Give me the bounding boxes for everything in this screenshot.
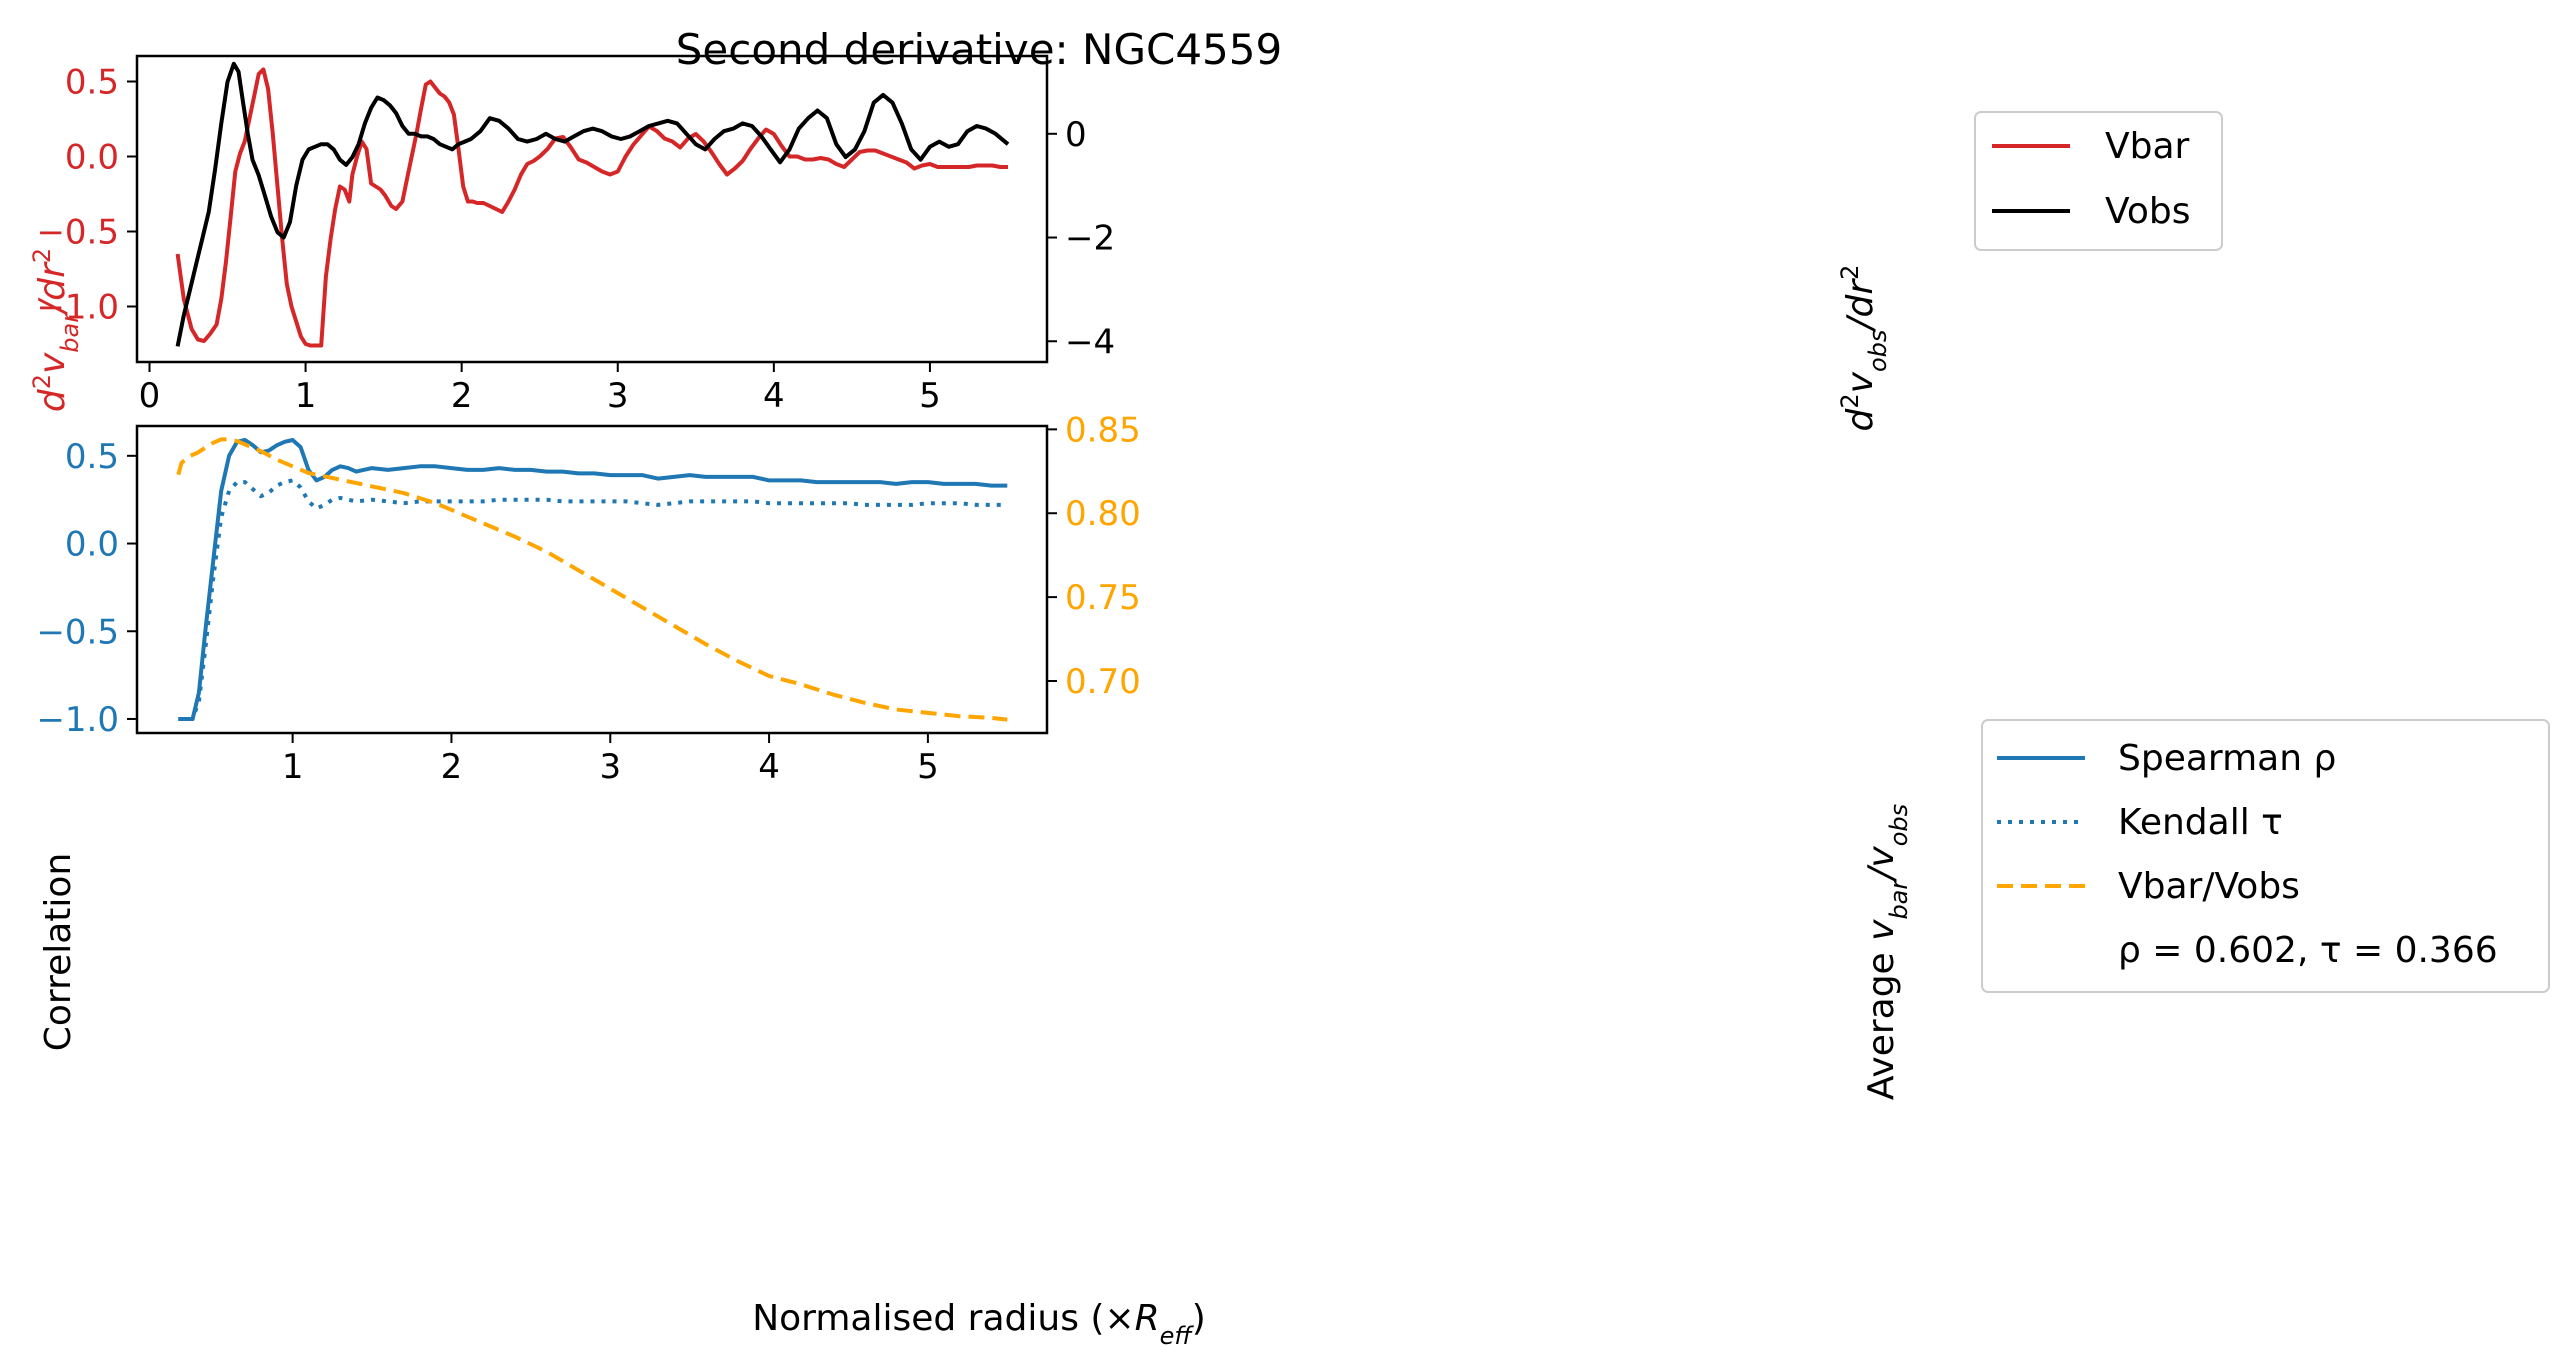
- bottom-series-line-vbar-vobs: [176, 437, 1008, 722]
- legend-kendall-label: Kendall τ: [2118, 802, 2283, 843]
- legend-vbar-label: Vbar: [2105, 126, 2190, 167]
- top-left-y-tick-label: 0.5: [65, 63, 119, 103]
- top-right-y-tick-label: −4: [1065, 322, 1115, 362]
- bottom-plot-area: 1 2 3 4 5 0.5 0.0 −0.5 −1.0 0.85 0.80 0.75 0.70: [36, 410, 1140, 787]
- legend-vobs-label: Vobs: [2105, 191, 2190, 232]
- legend-correlation-annotation: ρ = 0.602, τ = 0.366: [2118, 930, 2498, 971]
- bottom-x-tick-label: 2: [441, 747, 463, 787]
- top-right-y-tick-label: −2: [1065, 219, 1115, 259]
- top-axes-frame: [135, 54, 1049, 364]
- top-right-y-tick-label: 0: [1065, 115, 1087, 155]
- top-x-tick-label: 1: [295, 376, 317, 416]
- bottom-x-tick-label: 3: [599, 747, 621, 787]
- top-left-y-tick-label: 0.0: [65, 138, 119, 178]
- bottom-left-y-tick-label: 0.5: [65, 437, 119, 477]
- top-left-y-axis-label: d2vbar/dr2: [28, 248, 84, 412]
- top-left-y-tick-label: −1.0: [36, 288, 119, 328]
- bottom-series-group: [176, 437, 1008, 722]
- top-left-y-tick-label: −0.5: [36, 213, 119, 253]
- bottom-right-y-tick-label: 0.75: [1065, 578, 1141, 618]
- top-series-line-vobs: [175, 61, 1010, 347]
- top-series-group: [175, 61, 1010, 348]
- top-plot-area: 0 1 2 3 4 5 0.5 0.0 −0.5 −1.0 0 −2 −4: [36, 54, 1115, 416]
- top-x-tick-label: 5: [919, 376, 941, 416]
- bottom-legend: Spearman ρ Kendall τ Vbar/Vobs ρ = 0.602…: [1981, 719, 2550, 993]
- top-x-tick-label: 3: [607, 376, 629, 416]
- bottom-left-y-tick-label: −1.0: [36, 700, 119, 740]
- bottom-legend-box: [1981, 719, 2550, 993]
- bottom-axes-frame: [135, 424, 1049, 735]
- top-x-tick-label: 4: [763, 376, 785, 416]
- bottom-left-y-axis-label: Correlation: [38, 853, 79, 1052]
- bottom-right-y-tick-label: 0.70: [1065, 662, 1141, 702]
- top-x-tick-label: 0: [139, 376, 161, 416]
- bottom-x-tick-label: 4: [758, 747, 780, 787]
- bottom-x-tick-label: 5: [917, 747, 939, 787]
- bottom-left-y-tick-label: 0.0: [65, 525, 119, 565]
- bottom-panel: 1 2 3 4 50.50.0−0.5−1.00.850.800.750.70 Norm…: [36, 410, 2550, 1350]
- bottom-x-tick-label: 1: [282, 747, 304, 787]
- legend-spearman-label: Spearman ρ: [2118, 738, 2336, 779]
- legend-ratio-label: Vbar/Vobs: [2118, 866, 2300, 907]
- top-series-line-vbar: [175, 67, 1008, 348]
- top-chart-title: Second derivative: NGC4559: [676, 25, 1282, 74]
- top-legend: Vbar Vobs: [1974, 111, 2223, 251]
- bottom-right-y-tick-label: 0.85: [1065, 410, 1141, 450]
- bottom-left-y-tick-label: −0.5: [36, 612, 119, 652]
- bottom-right-y-tick-label: 0.80: [1065, 494, 1141, 534]
- top-right-y-axis-label: d2vobs/dr2: [1836, 265, 1892, 432]
- top-x-tick-label: 2: [451, 376, 473, 416]
- top-panel: Second derivative: NGC4559 0 1 2 3 4 5 0.5 0.0 −…: [28, 25, 2223, 432]
